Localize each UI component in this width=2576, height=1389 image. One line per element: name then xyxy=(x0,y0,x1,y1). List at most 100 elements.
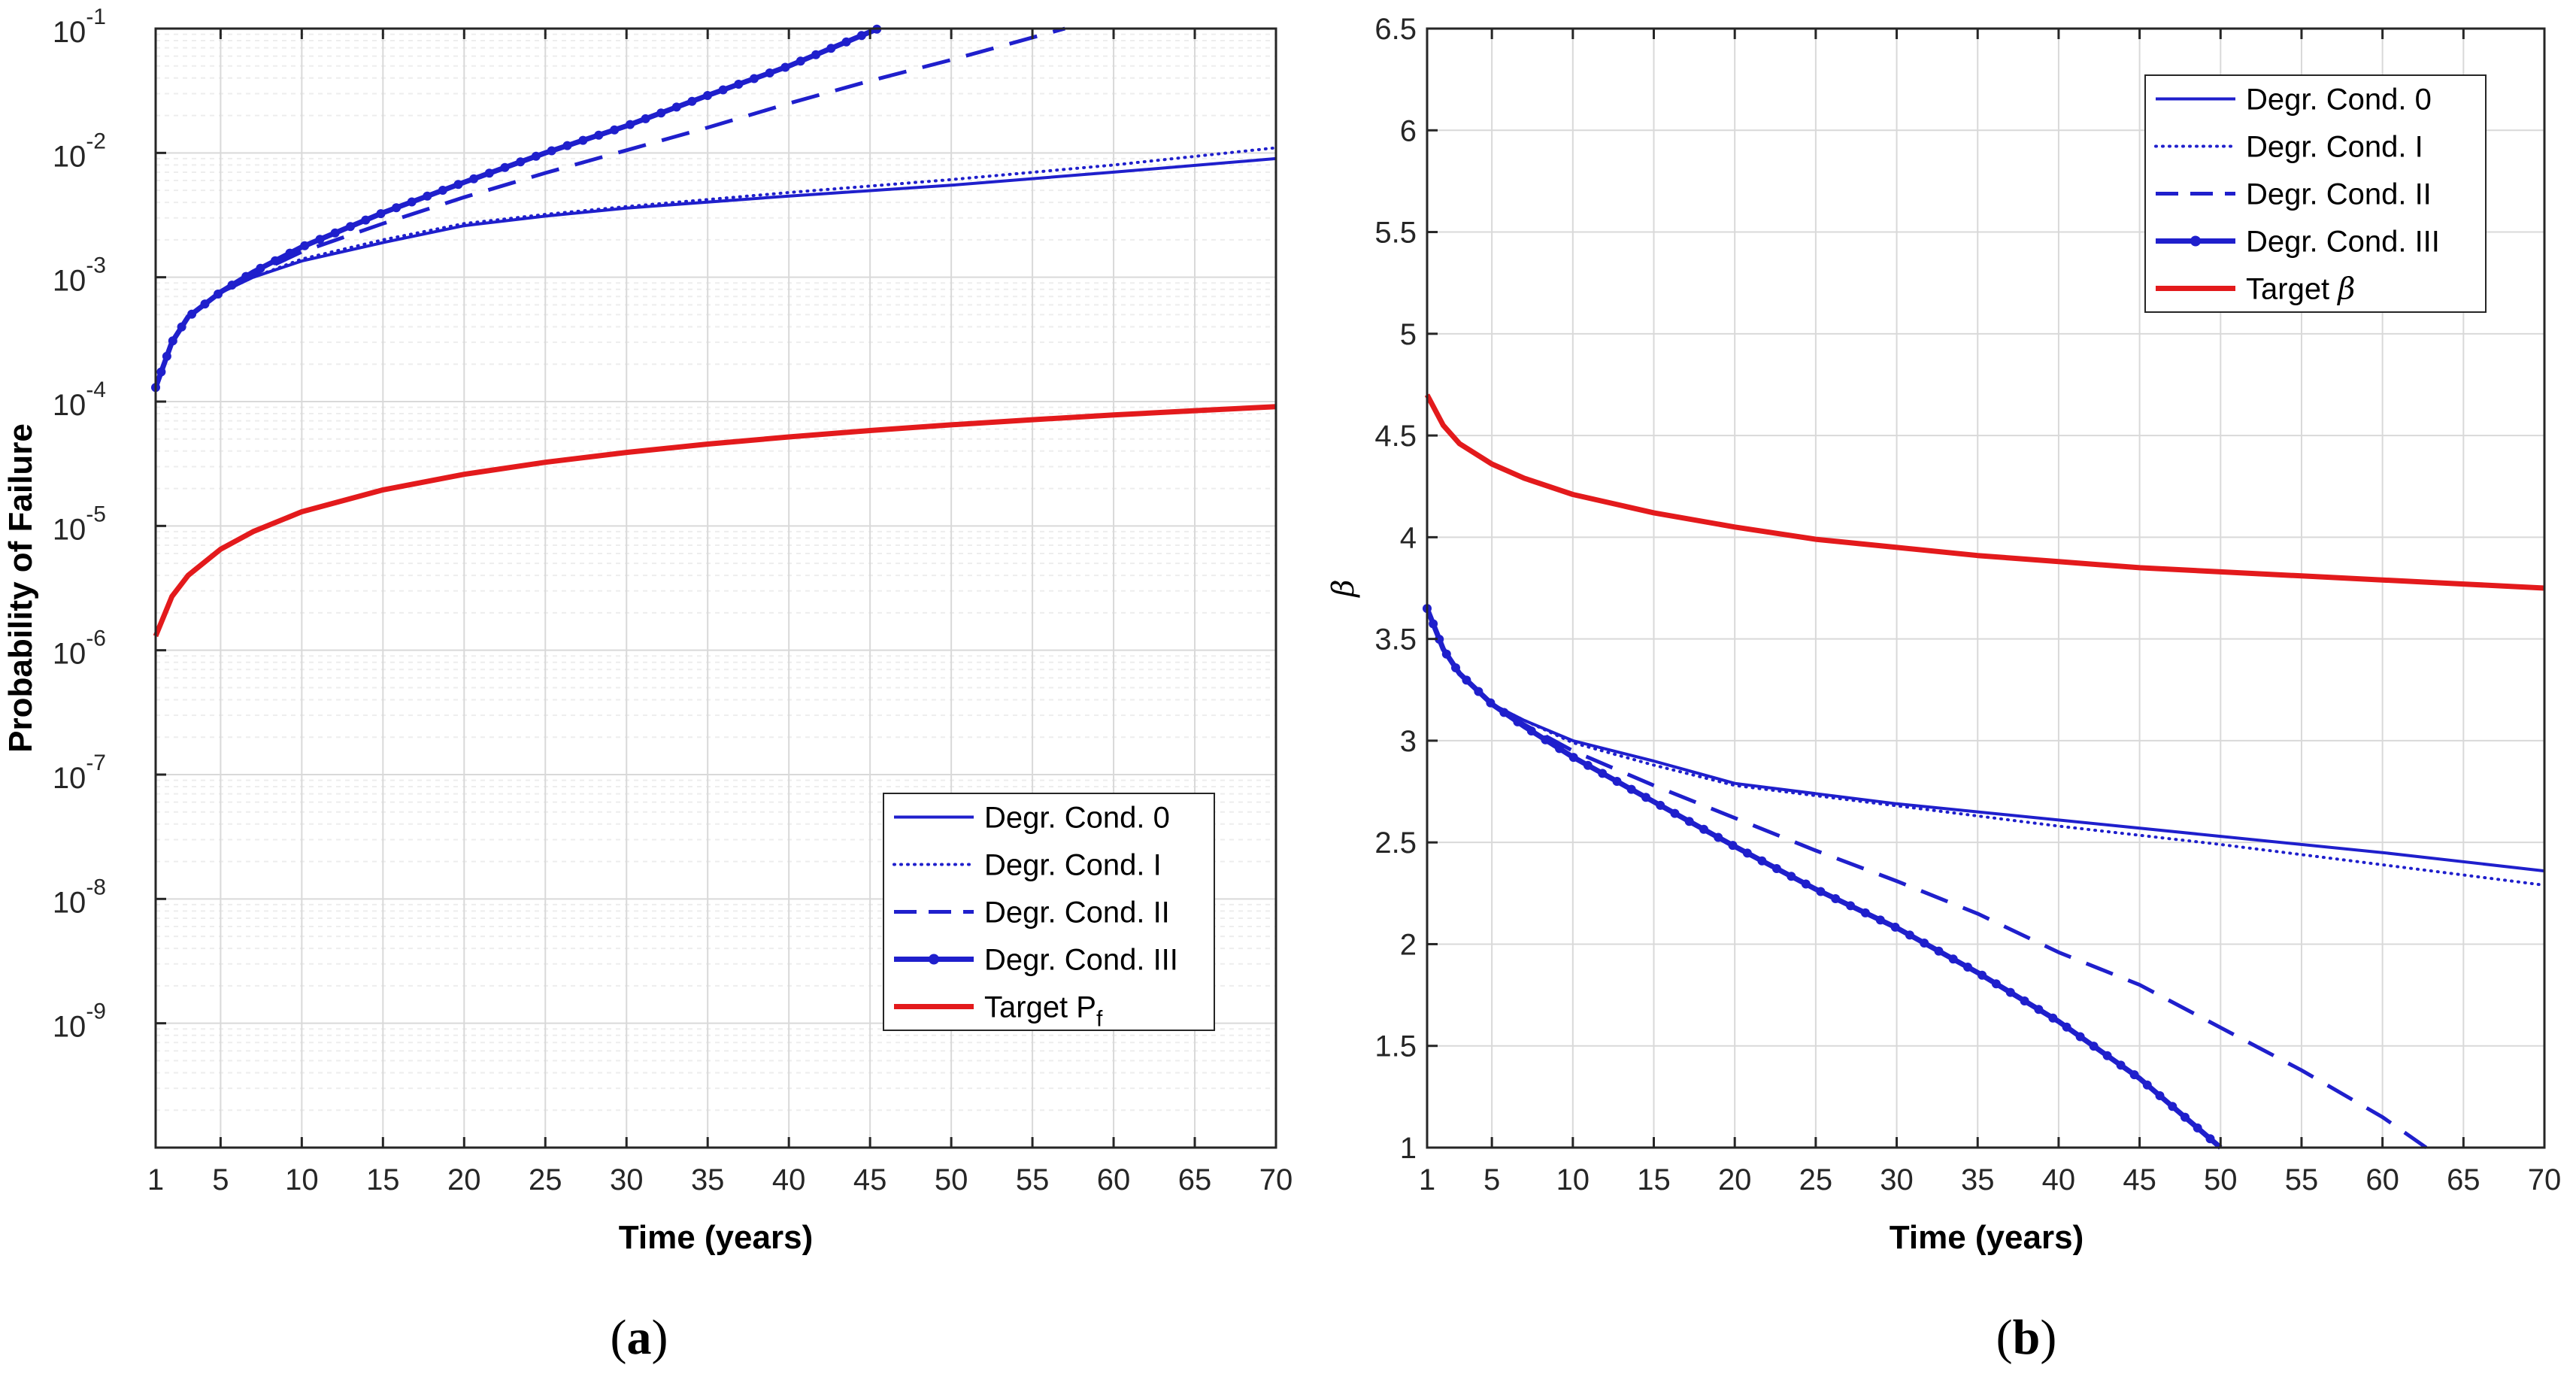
series-marker-3 xyxy=(407,197,417,207)
legend-entry-3: Degr. Cond. III xyxy=(984,944,1178,977)
series-marker-3 xyxy=(1787,872,1796,881)
legend-marker xyxy=(929,954,939,965)
series-marker-3 xyxy=(562,141,572,150)
series-marker-3 xyxy=(1513,717,1523,726)
series-marker-3 xyxy=(578,135,588,145)
x-tick-label: 10 xyxy=(285,1163,319,1196)
series-marker-3 xyxy=(1583,760,1593,770)
x-axis-label: Time (years) xyxy=(1890,1219,2084,1256)
y-tick-label: 10-3 xyxy=(53,253,106,298)
y-tick-label: 10-1 xyxy=(53,5,106,49)
series-marker-3 xyxy=(500,162,510,172)
series-marker-3 xyxy=(227,281,237,290)
series-marker-3 xyxy=(156,367,166,377)
axes-frame xyxy=(154,27,1277,1149)
series-marker-3 xyxy=(271,256,280,265)
x-tick-label: 20 xyxy=(447,1163,481,1196)
series-marker-3 xyxy=(2034,1005,2044,1014)
series-marker-3 xyxy=(1670,808,1680,818)
x-tick-label: 60 xyxy=(1097,1163,1131,1196)
series-marker-3 xyxy=(168,336,177,346)
series-marker-3 xyxy=(1757,856,1767,866)
series-marker-3 xyxy=(626,120,635,129)
series-marker-3 xyxy=(1435,635,1444,644)
x-tick-label: 30 xyxy=(610,1163,644,1196)
series-marker-3 xyxy=(438,186,447,195)
x-tick-label: 5 xyxy=(212,1163,229,1196)
legend-entry-4: Target β xyxy=(2246,272,2355,307)
y-tick-label: 6 xyxy=(1400,114,1417,147)
series-marker-3 xyxy=(2142,1080,2152,1090)
series-marker-3 xyxy=(2102,1051,2112,1060)
series-marker-3 xyxy=(1499,708,1509,717)
series-marker-3 xyxy=(2075,1032,2085,1042)
x-tick-label: 15 xyxy=(1637,1163,1671,1196)
series-group xyxy=(151,24,1277,638)
y-tick-label: 6.5 xyxy=(1374,13,1417,46)
series-line-4 xyxy=(153,404,1277,638)
series-marker-3 xyxy=(330,228,340,238)
legend-entry-4: Target Pf xyxy=(984,991,1103,1032)
series-marker-3 xyxy=(256,263,265,273)
series-marker-3 xyxy=(1771,864,1781,873)
series-marker-3 xyxy=(315,235,325,244)
series-marker-3 xyxy=(1486,698,1496,708)
series-marker-3 xyxy=(346,222,355,232)
x-tick-label: 10 xyxy=(1556,1163,1590,1196)
series-marker-3 xyxy=(1429,619,1438,629)
x-axis: 1 5 10 15 20 25 30 35 40 45 50 55 60 65 70 xyxy=(147,29,1293,1196)
series-marker-3 xyxy=(516,157,526,167)
chart-panel-b: 1 5 10 15 20 25 30 35 40 45 50 55 60 65 7011.522.533.5… xyxy=(1326,13,2561,1365)
x-axis: 1 5 10 15 20 25 30 35 40 45 50 55 60 65 70 xyxy=(1419,29,2561,1196)
x-tick-label: 65 xyxy=(1178,1163,1212,1196)
y-tick-label: 4.5 xyxy=(1374,420,1417,453)
series-marker-3 xyxy=(594,130,604,140)
series-marker-3 xyxy=(547,146,556,156)
series-marker-3 xyxy=(687,96,697,106)
series-marker-3 xyxy=(2181,1112,2190,1122)
series-line-1 xyxy=(154,146,1277,390)
series-marker-3 xyxy=(1598,769,1608,778)
series-marker-3 xyxy=(2205,1134,2215,1144)
series-marker-3 xyxy=(671,102,681,112)
series-marker-3 xyxy=(718,85,728,95)
y-axis-label: β xyxy=(1326,579,1361,598)
series-marker-3 xyxy=(200,299,210,309)
series-marker-3 xyxy=(2168,1102,2177,1112)
y-tick-label: 10-5 xyxy=(53,502,106,546)
series-marker-3 xyxy=(765,68,774,77)
x-tick-label: 70 xyxy=(2528,1163,2562,1196)
series-marker-3 xyxy=(2116,1060,2126,1070)
series-marker-3 xyxy=(1641,793,1650,802)
series-marker-3 xyxy=(2005,987,2015,997)
series-line-4 xyxy=(1424,393,2545,591)
y-tick-label: 1 xyxy=(1400,1132,1417,1165)
x-tick-label: 45 xyxy=(2123,1163,2156,1196)
x-tick-label: 50 xyxy=(935,1163,968,1196)
legend: Degr. Cond. 0 Degr. Cond. I Degr. Cond. II… xyxy=(883,793,1215,1032)
x-tick-label: 40 xyxy=(2042,1163,2076,1196)
x-tick-label: 1 xyxy=(147,1163,164,1196)
series-marker-3 xyxy=(2155,1091,2165,1100)
x-tick-label: 55 xyxy=(2285,1163,2319,1196)
y-tick-label: 2.5 xyxy=(1374,826,1417,860)
legend-entry-0: Degr. Cond. 0 xyxy=(984,802,1170,835)
y-tick-label: 10-4 xyxy=(53,378,106,422)
series-marker-3 xyxy=(376,209,386,219)
y-tick-label: 10-8 xyxy=(53,875,106,919)
x-tick-label: 60 xyxy=(2365,1163,2399,1196)
legend-entry-1: Degr. Cond. I xyxy=(2246,131,2423,164)
y-tick-label: 1.5 xyxy=(1374,1030,1417,1063)
series-marker-3 xyxy=(641,114,650,123)
series-marker-3 xyxy=(2048,1013,2058,1023)
series-marker-3 xyxy=(1699,824,1708,834)
axes-frame xyxy=(1426,27,2546,1149)
x-tick-label: 50 xyxy=(2204,1163,2238,1196)
y-axis: 10-9 10-8 10-7 10-6 10-5 10-4 10-3 10-2 10-1 xyxy=(53,5,166,1044)
series-marker-3 xyxy=(1991,979,2001,989)
series-marker-3 xyxy=(1451,663,1460,672)
series-marker-3 xyxy=(1875,915,1885,925)
x-tick-label: 20 xyxy=(1718,1163,1752,1196)
series-marker-3 xyxy=(1526,726,1536,735)
x-tick-label: 35 xyxy=(691,1163,725,1196)
